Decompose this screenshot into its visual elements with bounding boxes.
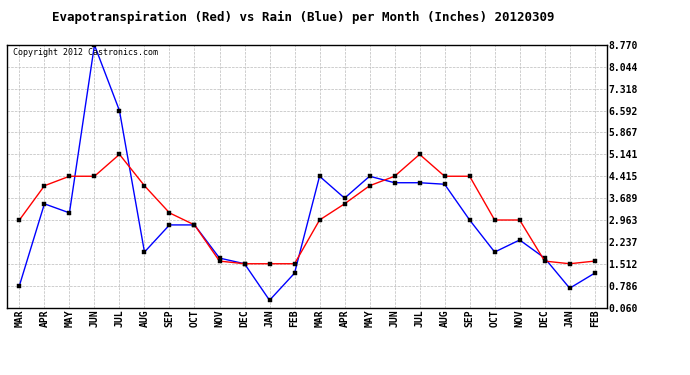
Text: Copyright 2012 Castronics.com: Copyright 2012 Castronics.com bbox=[13, 48, 158, 57]
Text: Evapotranspiration (Red) vs Rain (Blue) per Month (Inches) 20120309: Evapotranspiration (Red) vs Rain (Blue) … bbox=[52, 11, 555, 24]
